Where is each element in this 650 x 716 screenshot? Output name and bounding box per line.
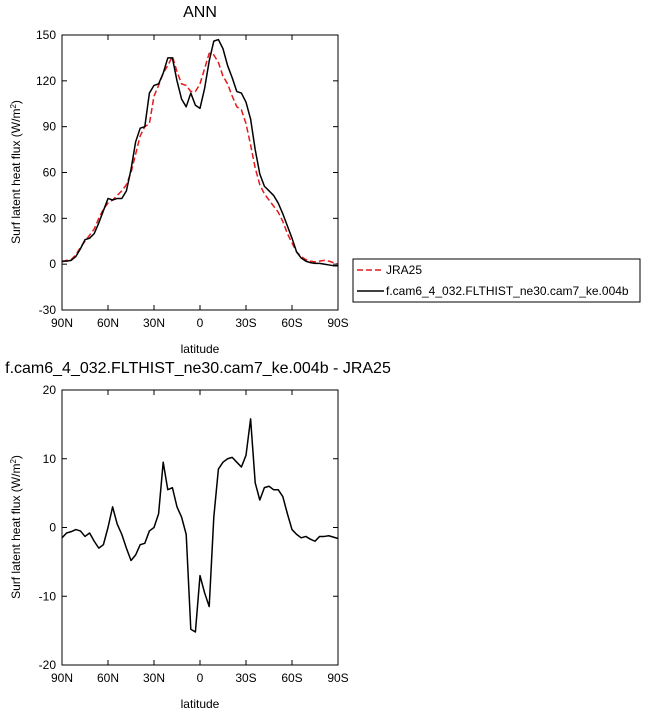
top-x-axis: 90N 60N 30N 0 30S 60S 90S bbox=[51, 35, 349, 330]
top-y-tick-label: 150 bbox=[36, 28, 56, 42]
bottom-x-tick-label: 60S bbox=[281, 671, 302, 685]
top-y-tick-label: 120 bbox=[36, 74, 56, 88]
bottom-x-axis-label: latitude bbox=[181, 697, 220, 711]
top-x-tick-label: 30N bbox=[143, 316, 165, 330]
top-y-axis: -30 0 30 60 90 120 150 bbox=[36, 28, 338, 317]
bottom-series-group bbox=[61, 418, 339, 633]
legend-box bbox=[352, 258, 641, 303]
bottom-x-tick-label: 90N bbox=[51, 671, 73, 685]
top-y-tick-label: 90 bbox=[43, 120, 57, 134]
bottom-series-line-difference bbox=[61, 418, 339, 633]
bottom-y-tick-label: -10 bbox=[39, 589, 57, 603]
top-x-tick-label: 30S bbox=[235, 316, 256, 330]
bottom-y-axis: -20 -10 0 10 20 bbox=[39, 383, 338, 672]
top-y-tick-label: -30 bbox=[39, 303, 57, 317]
bottom-plot-frame bbox=[61, 389, 339, 666]
bottom-chart-title: f.cam6_4_032.FLTHIST_ne30.cam7_ke.004b -… bbox=[5, 360, 391, 377]
top-chart-panel: ANN 90N 60N 30N 0 30S 60S 90S -30 0 30 60 90 120 150… bbox=[9, 4, 349, 356]
top-series-group bbox=[61, 38, 339, 267]
bottom-x-tick-label: 30N bbox=[143, 671, 165, 685]
top-x-axis-label: latitude bbox=[181, 342, 220, 356]
bottom-x-axis: 90N 60N 30N 0 30S 60S 90S bbox=[51, 390, 349, 685]
top-x-tick-label: 60N bbox=[97, 316, 119, 330]
legend-label-model: f.cam6_4_032.FLTHIST_ne30.cam7_ke.004b bbox=[386, 284, 629, 298]
bottom-x-tick-label: 90S bbox=[327, 671, 348, 685]
top-y-axis-label: Surf latent heat flux (W/m2) bbox=[9, 100, 23, 244]
bottom-x-tick-label: 60N bbox=[97, 671, 119, 685]
top-y-tick-label: 60 bbox=[43, 166, 57, 180]
top-x-tick-label: 0 bbox=[197, 316, 204, 330]
top-y-tick-label: 0 bbox=[49, 257, 56, 271]
bottom-y-tick-label: 20 bbox=[43, 383, 57, 397]
top-chart-title: ANN bbox=[183, 4, 217, 21]
top-series-line-jra25 bbox=[61, 52, 339, 265]
legend-label-jra25: JRA25 bbox=[386, 263, 422, 277]
top-y-tick-label: 30 bbox=[43, 211, 57, 225]
bottom-x-tick-label: 30S bbox=[235, 671, 256, 685]
bottom-chart-panel: f.cam6_4_032.FLTHIST_ne30.cam7_ke.004b -… bbox=[5, 360, 391, 711]
top-plot-frame bbox=[61, 34, 339, 311]
top-x-tick-label: 60S bbox=[281, 316, 302, 330]
top-x-tick-label: 90N bbox=[51, 316, 73, 330]
bottom-y-tick-label: -20 bbox=[39, 658, 57, 672]
top-x-tick-label: 90S bbox=[327, 316, 348, 330]
legend: JRA25 f.cam6_4_032.FLTHIST_ne30.cam7_ke.… bbox=[352, 258, 641, 303]
bottom-y-axis-label: Surf latent heat flux (W/m2) bbox=[9, 455, 23, 599]
bottom-y-tick-label: 0 bbox=[49, 521, 56, 535]
bottom-x-tick-label: 0 bbox=[197, 671, 204, 685]
bottom-y-tick-label: 10 bbox=[43, 452, 57, 466]
top-series-line-f-cam6-4-032-flthist-ne30-cam7-ke-004b bbox=[62, 38, 338, 267]
